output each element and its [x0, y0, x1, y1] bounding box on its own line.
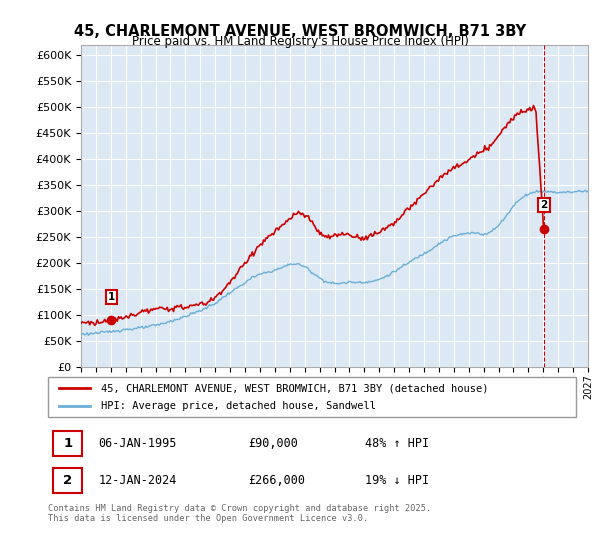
Text: 12-JAN-2024: 12-JAN-2024 — [98, 474, 176, 487]
Text: 19% ↓ HPI: 19% ↓ HPI — [365, 474, 429, 487]
Text: 1: 1 — [63, 437, 73, 450]
Text: Price paid vs. HM Land Registry's House Price Index (HPI): Price paid vs. HM Land Registry's House … — [131, 35, 469, 48]
Text: £90,000: £90,000 — [248, 437, 299, 450]
Text: 1: 1 — [108, 292, 115, 302]
Text: 45, CHARLEMONT AVENUE, WEST BROMWICH, B71 3BY: 45, CHARLEMONT AVENUE, WEST BROMWICH, B7… — [74, 24, 526, 39]
Text: 45, CHARLEMONT AVENUE, WEST BROMWICH, B71 3BY (detached house): 45, CHARLEMONT AVENUE, WEST BROMWICH, B7… — [101, 383, 488, 393]
Bar — [53, 431, 82, 456]
Text: £266,000: £266,000 — [248, 474, 305, 487]
Text: 06-JAN-1995: 06-JAN-1995 — [98, 437, 176, 450]
Text: Contains HM Land Registry data © Crown copyright and database right 2025.
This d: Contains HM Land Registry data © Crown c… — [48, 504, 431, 524]
Text: HPI: Average price, detached house, Sandwell: HPI: Average price, detached house, Sand… — [101, 401, 376, 411]
Text: 2: 2 — [63, 474, 73, 487]
Text: 2: 2 — [540, 200, 547, 211]
Bar — [53, 468, 82, 493]
Text: 48% ↑ HPI: 48% ↑ HPI — [365, 437, 429, 450]
